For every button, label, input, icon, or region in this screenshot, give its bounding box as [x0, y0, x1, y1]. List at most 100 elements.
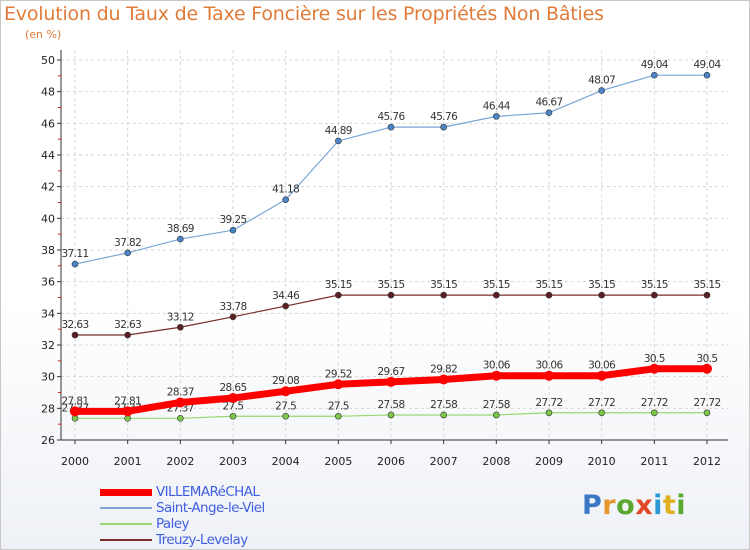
point-paley-2003 — [229, 412, 237, 420]
data-label-treuzy-levelay-2010: 35.15 — [588, 279, 615, 291]
data-label-paley-2007: 27.58 — [430, 399, 457, 411]
data-label-treuzy-levelay-2012: 35.15 — [693, 279, 720, 291]
y-tick-label-42: 42 — [41, 181, 55, 194]
data-label-treuzy-levelay-2002: 33.12 — [167, 311, 194, 323]
data-label-treuzy-levelay-2007: 35.15 — [430, 279, 457, 291]
data-label-saint-ange-le-viel-2012: 49.04 — [693, 59, 721, 71]
legend-label-villemar-chal: VILLEMARéCHAL — [156, 484, 260, 500]
data-label-saint-ange-le-viel-2005: 44.89 — [325, 125, 352, 137]
data-label-saint-ange-le-viel-2002: 38.69 — [167, 223, 194, 235]
point-saint-ange-le-viel-2008 — [493, 113, 500, 120]
y-tick-label-44: 44 — [41, 149, 55, 162]
legend-label-paley: Paley — [156, 516, 189, 532]
x-tick-label-2000: 2000 — [61, 455, 89, 468]
data-label-treuzy-levelay-2005: 35.15 — [325, 279, 352, 291]
point-treuzy-levelay-2008 — [493, 291, 500, 299]
point-villemar-chal-2002 — [175, 397, 186, 408]
data-label-paley-2011: 27.72 — [641, 397, 668, 409]
y-tick-label-30: 30 — [41, 371, 55, 384]
x-tick-label-2005: 2005 — [324, 455, 352, 468]
x-tick-label-2004: 2004 — [272, 455, 300, 468]
logo-letter: i — [676, 490, 687, 521]
series-line-saint-ange-le-viel — [74, 74, 708, 265]
unit-label: (en %) — [25, 28, 62, 41]
point-treuzy-levelay-2006 — [387, 291, 395, 299]
point-treuzy-levelay-2002 — [177, 323, 184, 331]
data-label-saint-ange-le-viel-2007: 45.76 — [430, 111, 458, 123]
x-tick-label-2002: 2002 — [166, 455, 194, 468]
y-tick-label-36: 36 — [41, 276, 55, 289]
data-label-paley-2010: 27.72 — [588, 397, 615, 409]
data-label-villemar-chal-2009: 30.06 — [535, 360, 563, 372]
point-paley-2008 — [493, 411, 500, 419]
point-saint-ange-le-viel-2006 — [387, 123, 395, 131]
point-saint-ange-le-viel-2005 — [335, 137, 342, 145]
point-treuzy-levelay-2001 — [124, 331, 131, 339]
y-tick-label-26: 26 — [41, 434, 55, 447]
data-label-paley-2008: 27.58 — [483, 399, 510, 411]
legend-item-saint-ange-le-viel: Saint-Ange-le-Viel — [100, 500, 265, 516]
data-label-treuzy-levelay-2011: 35.15 — [641, 279, 668, 291]
legend-item-paley: Paley — [100, 516, 265, 532]
logo-letter: x — [635, 490, 654, 521]
point-treuzy-levelay-2009 — [545, 291, 553, 299]
y-tick-label-50: 50 — [41, 54, 55, 67]
data-label-saint-ange-le-viel-2006: 45.76 — [377, 111, 405, 123]
point-treuzy-levelay-2003 — [229, 313, 237, 321]
data-label-treuzy-levelay-2000: 32.63 — [61, 319, 88, 331]
legend-swatch-saint-ange-le-viel — [100, 507, 152, 509]
point-paley-2012 — [703, 409, 711, 417]
point-paley-2007 — [440, 411, 447, 419]
point-paley-2002 — [177, 415, 184, 422]
logo-letter: P — [582, 490, 603, 521]
point-treuzy-levelay-2000 — [71, 331, 79, 339]
point-paley-2010 — [598, 409, 605, 417]
y-tick-label-32: 32 — [41, 339, 55, 352]
data-label-saint-ange-le-viel-2009: 46.67 — [535, 97, 562, 109]
point-villemar-chal-2011 — [649, 363, 660, 374]
x-tick-label-2001: 2001 — [114, 455, 142, 468]
y-tick-label-48: 48 — [41, 86, 55, 99]
data-label-villemar-chal-2000: 27.81 — [61, 395, 88, 407]
point-treuzy-levelay-2012 — [703, 291, 711, 299]
x-tick-label-2003: 2003 — [219, 455, 247, 468]
proxiti-logo: Proxiti — [582, 490, 686, 521]
legend-item-treuzy-levelay: Treuzy-Levelay — [100, 532, 265, 548]
point-villemar-chal-2006 — [386, 376, 396, 387]
data-label-villemar-chal-2002: 28.37 — [167, 386, 194, 398]
data-label-treuzy-levelay-2009: 35.15 — [535, 279, 562, 291]
point-villemar-chal-2008 — [491, 370, 502, 381]
legend-label-saint-ange-le-viel: Saint-Ange-le-Viel — [156, 500, 265, 516]
point-treuzy-levelay-2010 — [598, 291, 605, 299]
point-paley-2004 — [282, 412, 289, 420]
point-villemar-chal-2010 — [596, 370, 607, 381]
logo-letter: o — [616, 490, 636, 521]
y-tick-label-38: 38 — [41, 244, 55, 257]
x-tick-label-2006: 2006 — [377, 455, 405, 468]
point-saint-ange-le-viel-2002 — [177, 235, 184, 243]
point-paley-2009 — [545, 409, 553, 417]
legend: VILLEMARéCHAL Saint-Ange-le-Viel Paley Treu… — [100, 484, 265, 548]
data-label-villemar-chal-2011: 30.5 — [644, 353, 665, 365]
x-tick-label-2007: 2007 — [430, 455, 458, 468]
data-label-paley-2009: 27.72 — [535, 397, 562, 409]
data-label-villemar-chal-2006: 29.67 — [377, 366, 404, 378]
y-tick-label-40: 40 — [41, 212, 55, 225]
point-villemar-chal-2001 — [122, 406, 133, 417]
data-label-treuzy-levelay-2003: 33.78 — [219, 301, 246, 313]
point-saint-ange-le-viel-2007 — [440, 123, 447, 131]
point-saint-ange-le-viel-2010 — [598, 87, 605, 94]
data-label-paley-2004: 27.5 — [275, 400, 296, 412]
data-label-villemar-chal-2007: 29.82 — [430, 364, 457, 376]
data-label-treuzy-levelay-2006: 35.15 — [377, 279, 404, 291]
data-label-villemar-chal-2010: 30.06 — [588, 360, 616, 372]
data-label-treuzy-levelay-2008: 35.15 — [483, 279, 510, 291]
point-saint-ange-le-viel-2003 — [229, 226, 237, 234]
point-villemar-chal-2004 — [280, 386, 291, 397]
point-saint-ange-le-viel-2001 — [124, 249, 131, 257]
legend-label-treuzy-levelay: Treuzy-Levelay — [156, 532, 248, 548]
point-paley-2005 — [335, 412, 342, 420]
x-tick-label-2012: 2012 — [693, 455, 721, 468]
point-villemar-chal-2009 — [544, 370, 554, 381]
